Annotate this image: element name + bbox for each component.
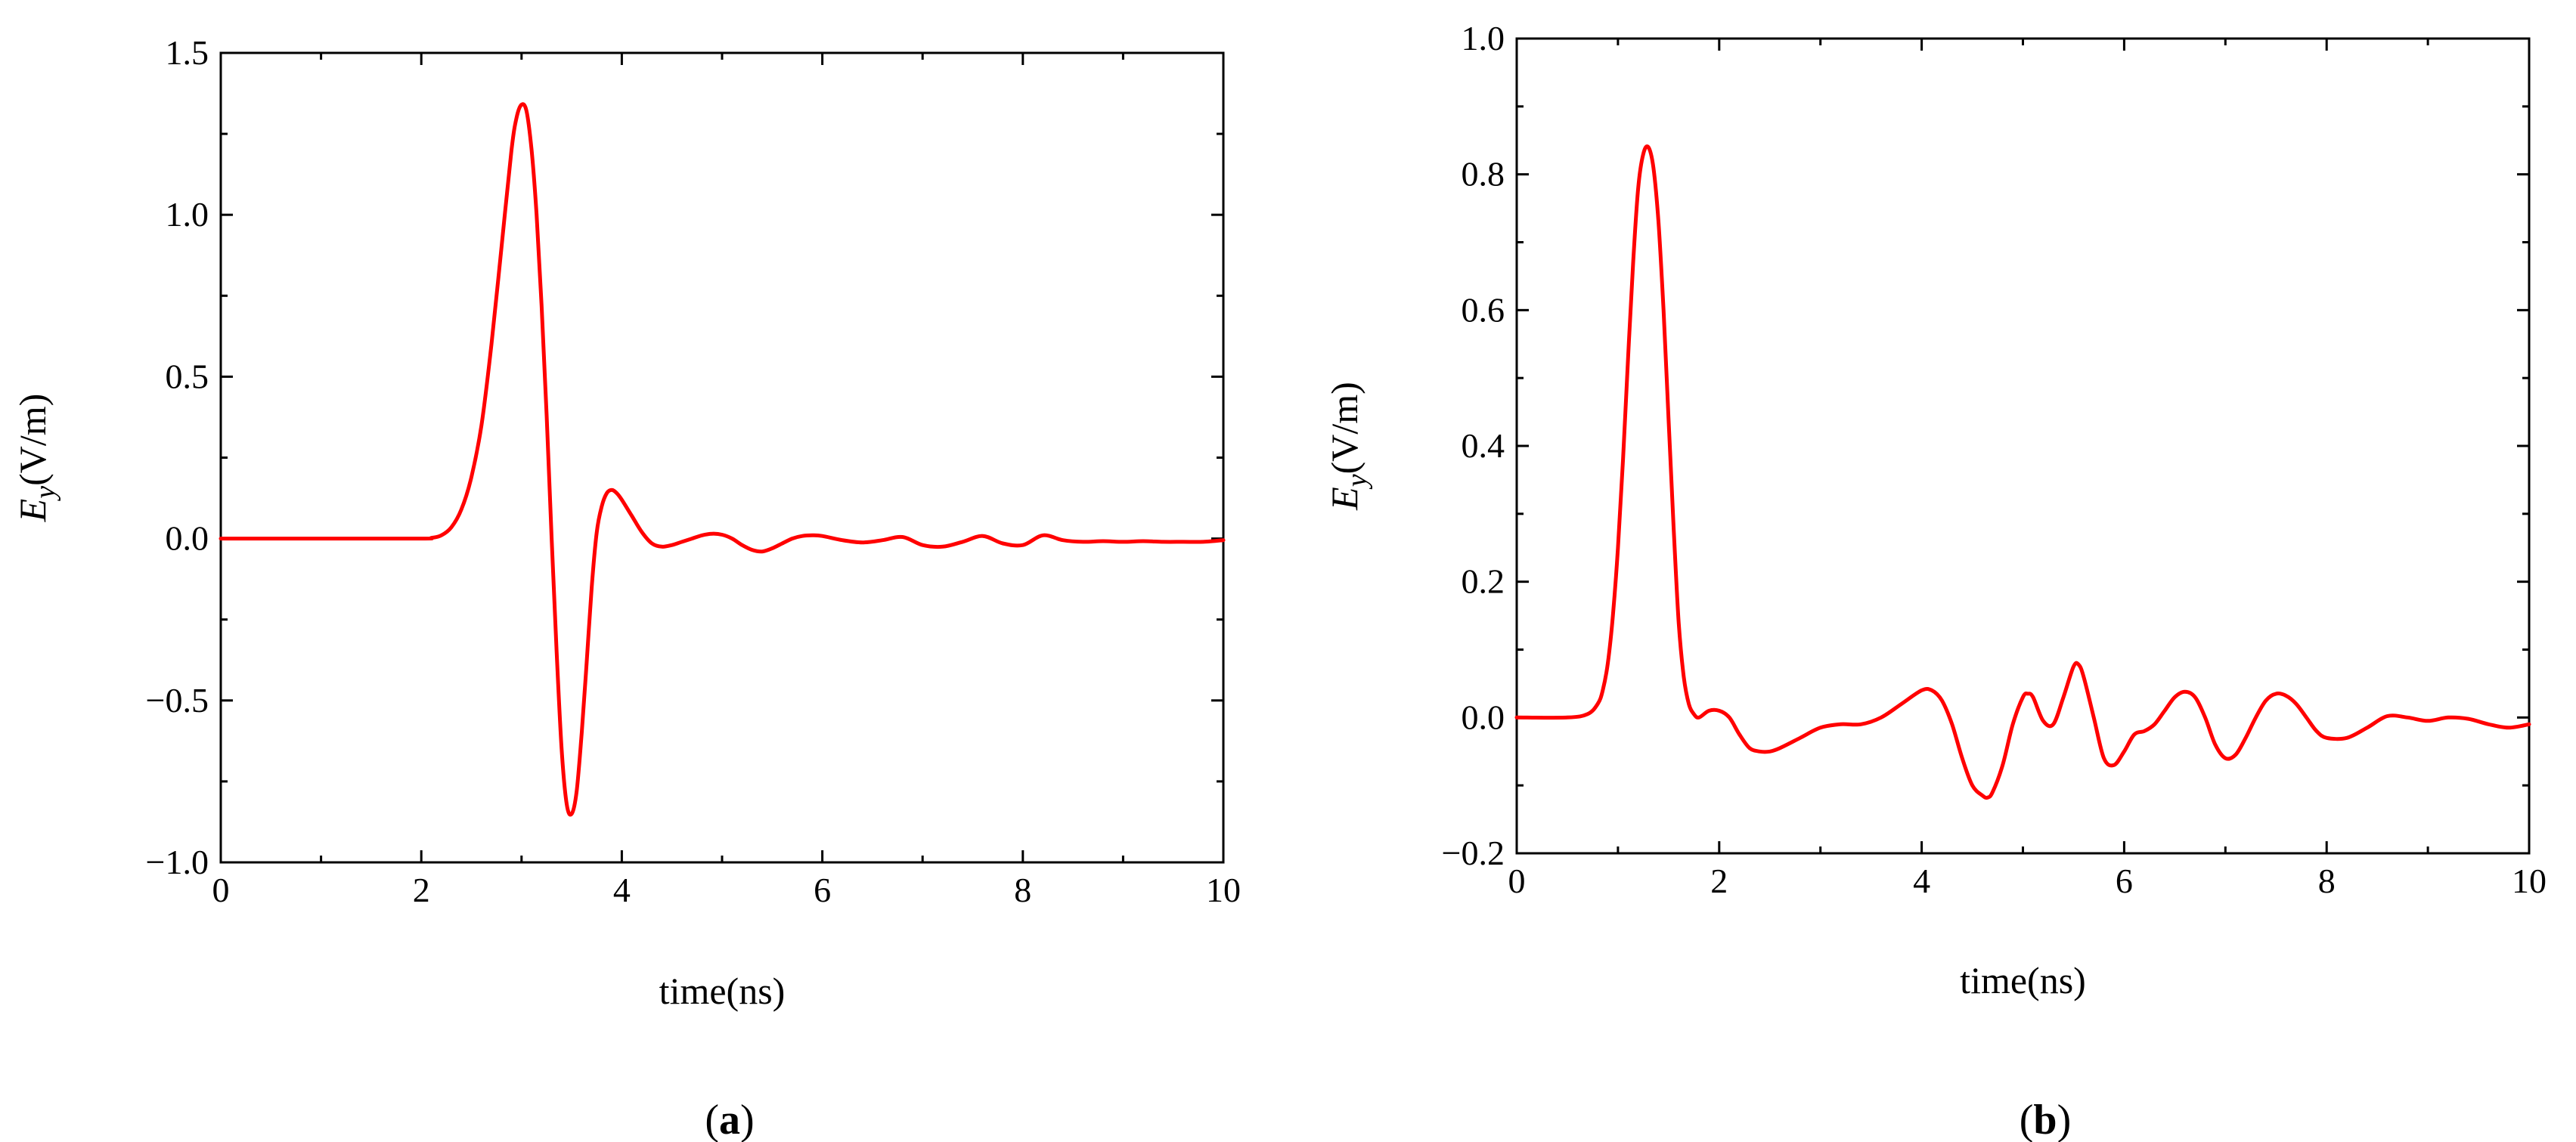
panel-label-a: (a) [705, 1097, 754, 1142]
x-tick-label-b-4: 8 [2318, 862, 2336, 900]
y-tick-label-a-4: 1.0 [166, 195, 209, 234]
x-tick-label-b-1: 2 [1710, 862, 1728, 900]
x-axis-title-a: time(ns) [659, 970, 786, 1012]
series-line-ey-b [1514, 144, 2531, 800]
y-tick-label-a-1: −0.5 [146, 681, 209, 720]
chart-panel-b: 0 2 4 6 8 10 −0.2 0.0 0.2 0.4 0.6 0.8 1.0 Ey(V/m) ti… [1323, 19, 2547, 1142]
y-tick-label-b-6: 1.0 [1462, 19, 1505, 57]
y-axis-symbol-b: E [1323, 487, 1365, 511]
y-tick-label-b-3: 0.4 [1462, 426, 1505, 465]
y-tick-label-a-3: 0.5 [166, 357, 209, 395]
panel-label-a-letter: a [719, 1097, 740, 1142]
x-tick-label-b-2: 4 [1913, 862, 1930, 900]
y-tick-label-a-5: 1.5 [166, 33, 209, 72]
y-axis-unit-a: (V/m) [11, 394, 54, 486]
y-tick-label-b-4: 0.6 [1462, 290, 1505, 329]
x-tick-label-b-0: 0 [1508, 862, 1526, 900]
x-tick-label-a-0: 0 [212, 871, 230, 909]
panel-label-b-open: ( [2020, 1097, 2034, 1142]
y-tick-label-b-2: 0.2 [1462, 562, 1505, 601]
plot-frame-a [219, 51, 1225, 864]
y-tick-label-a-2: 0.0 [166, 519, 209, 558]
x-tick-label-b-5: 10 [2512, 862, 2547, 900]
panel-label-b-close: ) [2057, 1097, 2072, 1142]
y-axis-unit-b: (V/m) [1323, 382, 1365, 474]
x-tick-label-a-2: 4 [613, 871, 631, 909]
panel-label-b-letter: b [2033, 1097, 2057, 1142]
series-line-ey-a [219, 102, 1226, 817]
x-tick-label-a-3: 6 [814, 871, 831, 909]
panel-label-b: (b) [2020, 1097, 2071, 1142]
chart-panel-a: 0 2 4 6 8 10 −1.0 −0.5 0.0 0.5 1.0 1.5 Ey(V/m) time… [11, 33, 1241, 1142]
y-axis-subscript-a: y [29, 486, 61, 502]
panel-label-a-open: ( [705, 1097, 719, 1142]
axis-ticks-a: 0 2 4 6 8 10 −1.0 −0.5 0.0 0.5 1.0 1.5 [146, 33, 1241, 909]
x-tick-label-a-1: 2 [413, 871, 430, 909]
y-tick-label-b-0: −0.2 [1442, 834, 1505, 872]
y-axis-title-a: Ey(V/m) [11, 394, 61, 523]
y-axis-title-b: Ey(V/m) [1323, 382, 1373, 511]
x-tick-label-a-4: 8 [1014, 871, 1031, 909]
y-tick-label-b-5: 0.8 [1462, 155, 1505, 193]
panel-label-a-close: ) [740, 1097, 755, 1142]
y-axis-symbol-a: E [11, 499, 54, 523]
y-tick-label-b-1: 0.0 [1462, 698, 1505, 736]
x-tick-label-b-3: 6 [2116, 862, 2133, 900]
x-axis-title-b: time(ns) [1960, 959, 2086, 1001]
x-tick-label-a-5: 10 [1206, 871, 1241, 909]
y-tick-label-a-0: −1.0 [146, 843, 209, 881]
y-axis-subscript-b: y [1341, 474, 1373, 490]
axis-ticks-b: 0 2 4 6 8 10 −0.2 0.0 0.2 0.4 0.6 0.8 1.0 [1442, 19, 2547, 900]
